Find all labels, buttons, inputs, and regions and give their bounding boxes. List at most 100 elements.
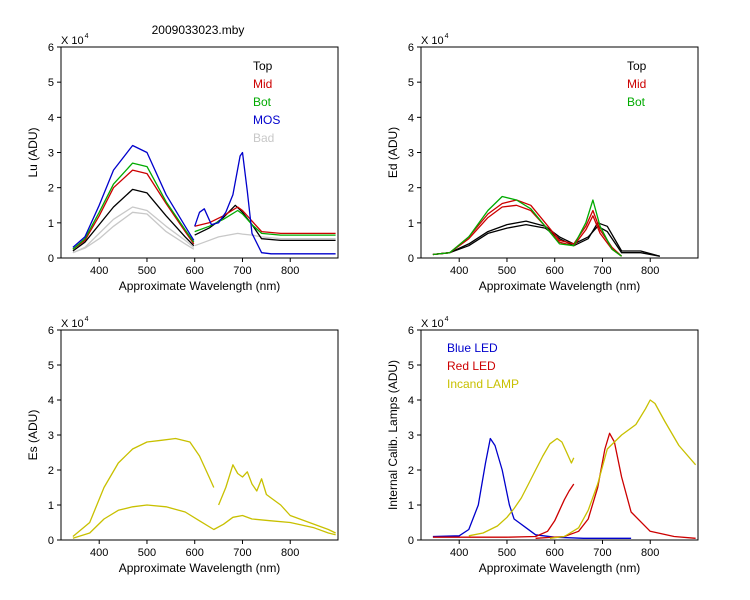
legend-item-bad: Bad [253,131,274,145]
x-tick-label: 600 [186,265,204,277]
y-tick-label: 5 [408,77,414,89]
y-tick-label: 6 [48,42,54,54]
x-axis-label: Approximate Wavelength (nm) [479,279,641,293]
y-tick-label: 1 [48,500,54,512]
series-line-top [432,222,660,257]
y-tick-label: 0 [408,253,414,265]
y-tick-label: 1 [408,500,414,512]
x-tick-label: 800 [281,547,299,559]
series-line-bad [194,232,336,247]
y-tick-label: 5 [48,360,54,372]
x-tick-label: 400 [450,265,468,277]
y-tick-label: 0 [48,535,54,547]
y-tick-label: 6 [408,325,414,337]
legend-item-top: Top [253,59,273,73]
x-tick-label: 600 [186,547,204,559]
legend-item-blue-led: Blue LED [447,341,498,355]
x-tick-label: 500 [498,547,516,559]
y-tick-label: 4 [48,112,54,124]
y-tick-label: 3 [48,430,54,442]
y-axis-label: Es (ADU) [26,410,40,461]
series-line-bad [72,206,195,254]
legend-item-bot: Bot [627,95,646,109]
series-line-bot [432,195,622,257]
series-line-es [72,437,215,537]
y-tick-label: 6 [48,325,54,337]
x-tick-label: 600 [546,265,564,277]
exponent-label: X 10 [61,318,84,330]
y-tick-label: 4 [48,395,54,407]
series-line-es [217,464,336,534]
x-axis-label: Approximate Wavelength (nm) [479,561,641,575]
x-tick-label: 400 [90,265,108,277]
series-group [72,437,336,539]
y-tick-label: 4 [408,112,414,124]
x-tick-label: 700 [593,547,611,559]
y-tick-label: 5 [48,77,54,89]
series-line-mos [194,151,336,255]
y-tick-label: 3 [408,430,414,442]
legend-item-mid: Mid [253,77,272,91]
x-tick-label: 700 [233,265,251,277]
exponent-power: 4 [85,33,89,40]
series-line-mid [194,206,336,235]
exponent-power: 4 [85,316,89,323]
legend-item-bot: Bot [253,95,272,109]
series-line-red-led [535,432,696,539]
series-line-incand-lamp [549,399,697,539]
y-axis-label: Internal Calib. Lamps (ADU) [386,360,400,510]
series-group [432,399,697,539]
x-tick-label: 500 [498,265,516,277]
y-tick-label: 0 [408,535,414,547]
y-tick-label: 4 [408,395,414,407]
legend-item-mos: MOS [253,113,280,127]
legend-item-top: Top [627,59,647,73]
exponent-label: X 10 [421,318,444,330]
y-tick-label: 1 [408,218,414,230]
series-line-mos [72,144,195,248]
y-tick-label: 5 [408,360,414,372]
exponent-power: 4 [445,33,449,40]
y-axis-label: Ed (ADU) [386,127,400,178]
series-line-blue-led [432,437,632,539]
plot-frame [60,46,339,259]
y-tick-label: 3 [48,148,54,160]
series-line-top [432,220,660,257]
y-tick-label: 6 [408,42,414,54]
y-tick-label: 1 [48,218,54,230]
y-tick-label: 2 [408,183,414,195]
x-tick-label: 500 [138,265,156,277]
y-axis-label: Lu (ADU) [26,127,40,177]
exponent-power: 4 [445,316,449,323]
series-line-bad [72,211,195,254]
plot-frame [420,46,699,259]
series-line-mid [72,169,195,250]
legend-item-mid: Mid [627,77,646,91]
y-tick-label: 2 [48,183,54,195]
series-line-incand-lamp [468,437,575,537]
y-tick-label: 2 [48,465,54,477]
x-tick-label: 400 [450,547,468,559]
y-tick-label: 2 [408,465,414,477]
series-group [432,195,660,257]
series-line-red-led [432,483,575,538]
x-tick-label: 600 [546,547,564,559]
exponent-label: X 10 [421,35,444,47]
y-tick-label: 0 [48,253,54,265]
figure-title: 2009033023.mby [152,23,245,37]
series-line-es [72,504,336,539]
series-line-bot [72,162,195,250]
series-group [72,144,336,255]
x-tick-label: 400 [90,547,108,559]
y-tick-label: 3 [408,148,414,160]
series-line-mid [432,199,623,257]
exponent-label: X 10 [61,35,84,47]
plot-frame [60,329,339,541]
x-tick-label: 800 [281,265,299,277]
